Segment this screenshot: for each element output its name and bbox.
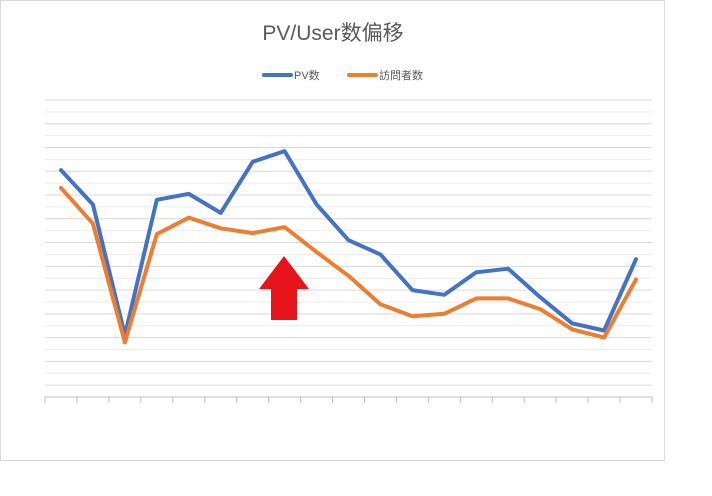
x-axis (44, 396, 653, 403)
legend: PV数 訪問者数 (262, 68, 423, 82)
gridlines (45, 99, 652, 398)
legend-label: 訪問者数 (379, 68, 423, 82)
series-line (59, 185, 638, 345)
series-lines (59, 149, 638, 345)
up-arrow-annotation (259, 256, 309, 320)
series-line (59, 149, 638, 338)
chart-title: PV/User数偏移 (262, 22, 403, 45)
legend-label: PV数 (294, 69, 320, 82)
